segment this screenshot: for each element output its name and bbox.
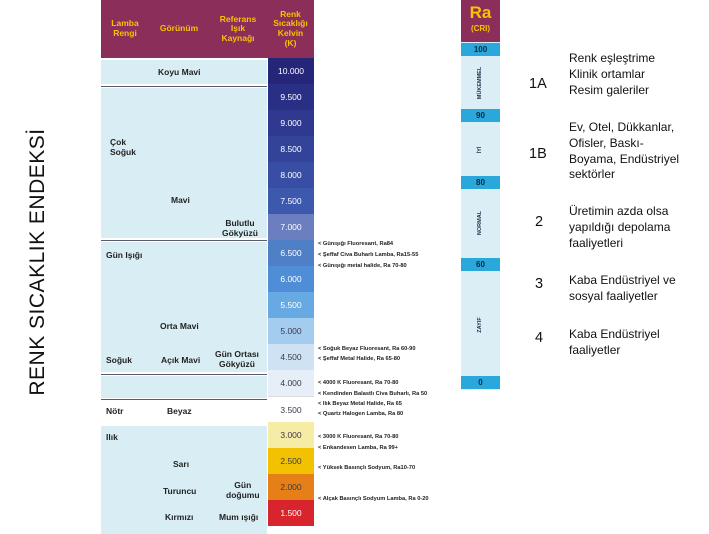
light-source-note: < Quartz Halogen Lamba, Ra 80: [318, 411, 404, 417]
category-id-1b: 1B: [529, 146, 547, 162]
header-appearance: Görünüm: [159, 23, 199, 34]
kelvin-cell: 7.000: [268, 214, 314, 240]
divider: [101, 374, 267, 375]
band-daylight-cold: [101, 242, 267, 372]
reference-sunrise: Gün doğumu: [226, 480, 260, 500]
lamp-color-cold: Soğuk: [106, 355, 132, 365]
light-source-note: < Şeffaf Civa Buharlı Lamba, Ra15-55: [318, 252, 419, 258]
kelvin-cell: 4.500: [268, 344, 314, 370]
kelvin-cell: 6.000: [268, 266, 314, 292]
category-text-2: Üretimin azda olsa yapıldığı depolama fa…: [569, 204, 671, 250]
light-source-note: < Kendinden Balastlı Civa Buharlı, Ra 50: [318, 391, 428, 397]
appearance-blue: Mavi: [171, 195, 190, 205]
ra-scale-body: [461, 42, 500, 390]
ra-mark-90: 90: [461, 109, 500, 122]
appearance-light-blue: Açık Mavi: [161, 355, 201, 365]
band-yellow-red: [101, 454, 267, 534]
kelvin-cell: 8.500: [268, 136, 314, 162]
ra-mark-100: 100: [461, 43, 500, 56]
lamp-color-very-cold: Çok Soğuk: [110, 137, 136, 157]
band-very-cold: [101, 88, 267, 238]
kelvin-cell: 2.000: [268, 474, 314, 500]
light-source-note: < Günışığı Fluoresant, Ra84: [318, 241, 394, 247]
divider: [101, 240, 267, 241]
kelvin-cell: 1.500: [268, 500, 314, 526]
divider: [101, 399, 267, 400]
ra-title: Ra: [469, 3, 492, 22]
light-source-note: < Günışığı metal halide, Ra 70-80: [318, 263, 407, 269]
band-neutral: [101, 400, 267, 426]
kelvin-cell: 2.500: [268, 448, 314, 474]
light-source-note: < Yüksek Basınçlı Sodyum, Ra10-70: [318, 465, 416, 471]
light-source-note: < Alçak Basınçlı Sodyum Lamba, Ra 0-20: [318, 496, 429, 502]
category-id-4: 4: [535, 330, 544, 346]
header-kelvin: Renk Sıcaklığı Kelvin (K): [273, 8, 308, 48]
kelvin-cell: 10.000: [268, 58, 314, 84]
header-reference: Referans Işık Kaynağı: [219, 13, 257, 43]
appearance-dark-blue: Koyu Mavi: [158, 67, 201, 77]
kelvin-cell: 5.500: [268, 292, 314, 318]
light-source-note: < Enkandesen Lamba, Ra 99+: [318, 445, 398, 451]
ra-subtitle: (CRI): [470, 24, 491, 33]
reference-candle: Mum ışığı: [219, 512, 259, 522]
reference-cloudy-sky: Bulutlu Gökyüzü: [222, 218, 258, 238]
light-source-note: < 4000 K Fluoresant, Ra 70-80: [318, 380, 399, 386]
lamp-color-daylight: Gün Işığı: [106, 250, 143, 260]
kelvin-cell: 6.500: [268, 240, 314, 266]
kelvin-cell: 8.000: [268, 162, 314, 188]
divider: [101, 86, 267, 87]
header-lamp-color: Lamba Rengi: [111, 18, 139, 38]
kelvin-cell: 3.500: [268, 396, 314, 422]
appearance-yellow: Sarı: [173, 459, 190, 469]
band-dark-blue: [101, 60, 267, 84]
band-4000: [101, 376, 267, 398]
light-source-note: < Soğuk Beyaz Fluoresant, Ra 60-90: [318, 346, 416, 352]
kelvin-cell: 9.500: [268, 84, 314, 110]
category-text-4: Kaba Endüstriyel faaliyetler: [569, 327, 660, 357]
band-warm: [101, 426, 267, 454]
light-source-note: < Şeffaf Metal Halide, Ra 65-80: [318, 356, 401, 362]
ra-mark-80: 80: [461, 176, 500, 189]
ra-mark-60: 60: [461, 258, 500, 271]
ra-mark-0: 0: [461, 376, 500, 389]
appearance-mid-blue: Orta Mavi: [160, 321, 199, 331]
lamp-color-neutral: Nötr: [106, 406, 124, 416]
ra-header: [461, 0, 500, 42]
table-header: [101, 0, 314, 58]
light-source-note: < 3000 K Fluoresant, Ra 70-80: [318, 434, 399, 440]
category-text-3: Kaba Endüstriyel ve sosyal faaliyetler: [569, 273, 676, 303]
category-id-1a: 1A: [529, 76, 547, 92]
category-text-1b: Ev, Otel, Dükkanlar, Ofisler, Baskı- Boy…: [569, 120, 680, 182]
category-id-2: 2: [535, 214, 544, 230]
kelvin-cell: 9.000: [268, 110, 314, 136]
reference-midday-sky: Gün Ortası Gökyüzü: [215, 349, 259, 369]
category-id-3: 3: [535, 276, 544, 292]
kelvin-cell: 5.000: [268, 318, 314, 344]
appearance-white: Beyaz: [167, 406, 192, 416]
light-source-note: < Ilık Beyaz Metal Halide, Ra 65: [318, 401, 402, 407]
category-text-1a: Renk eşleştrime Klinik ortamlar Resim ga…: [569, 51, 656, 97]
appearance-orange: Turuncu: [163, 486, 197, 496]
chart-title-text: RENK SICAKLIK ENDEKSİ: [26, 128, 49, 396]
kelvin-cell: 4.000: [268, 370, 314, 396]
lamp-color-warm: Ilık: [106, 432, 118, 442]
kelvin-cell: 7.500: [268, 188, 314, 214]
kelvin-cell: 3.000: [268, 422, 314, 448]
appearance-red: Kırmızı: [165, 512, 194, 522]
